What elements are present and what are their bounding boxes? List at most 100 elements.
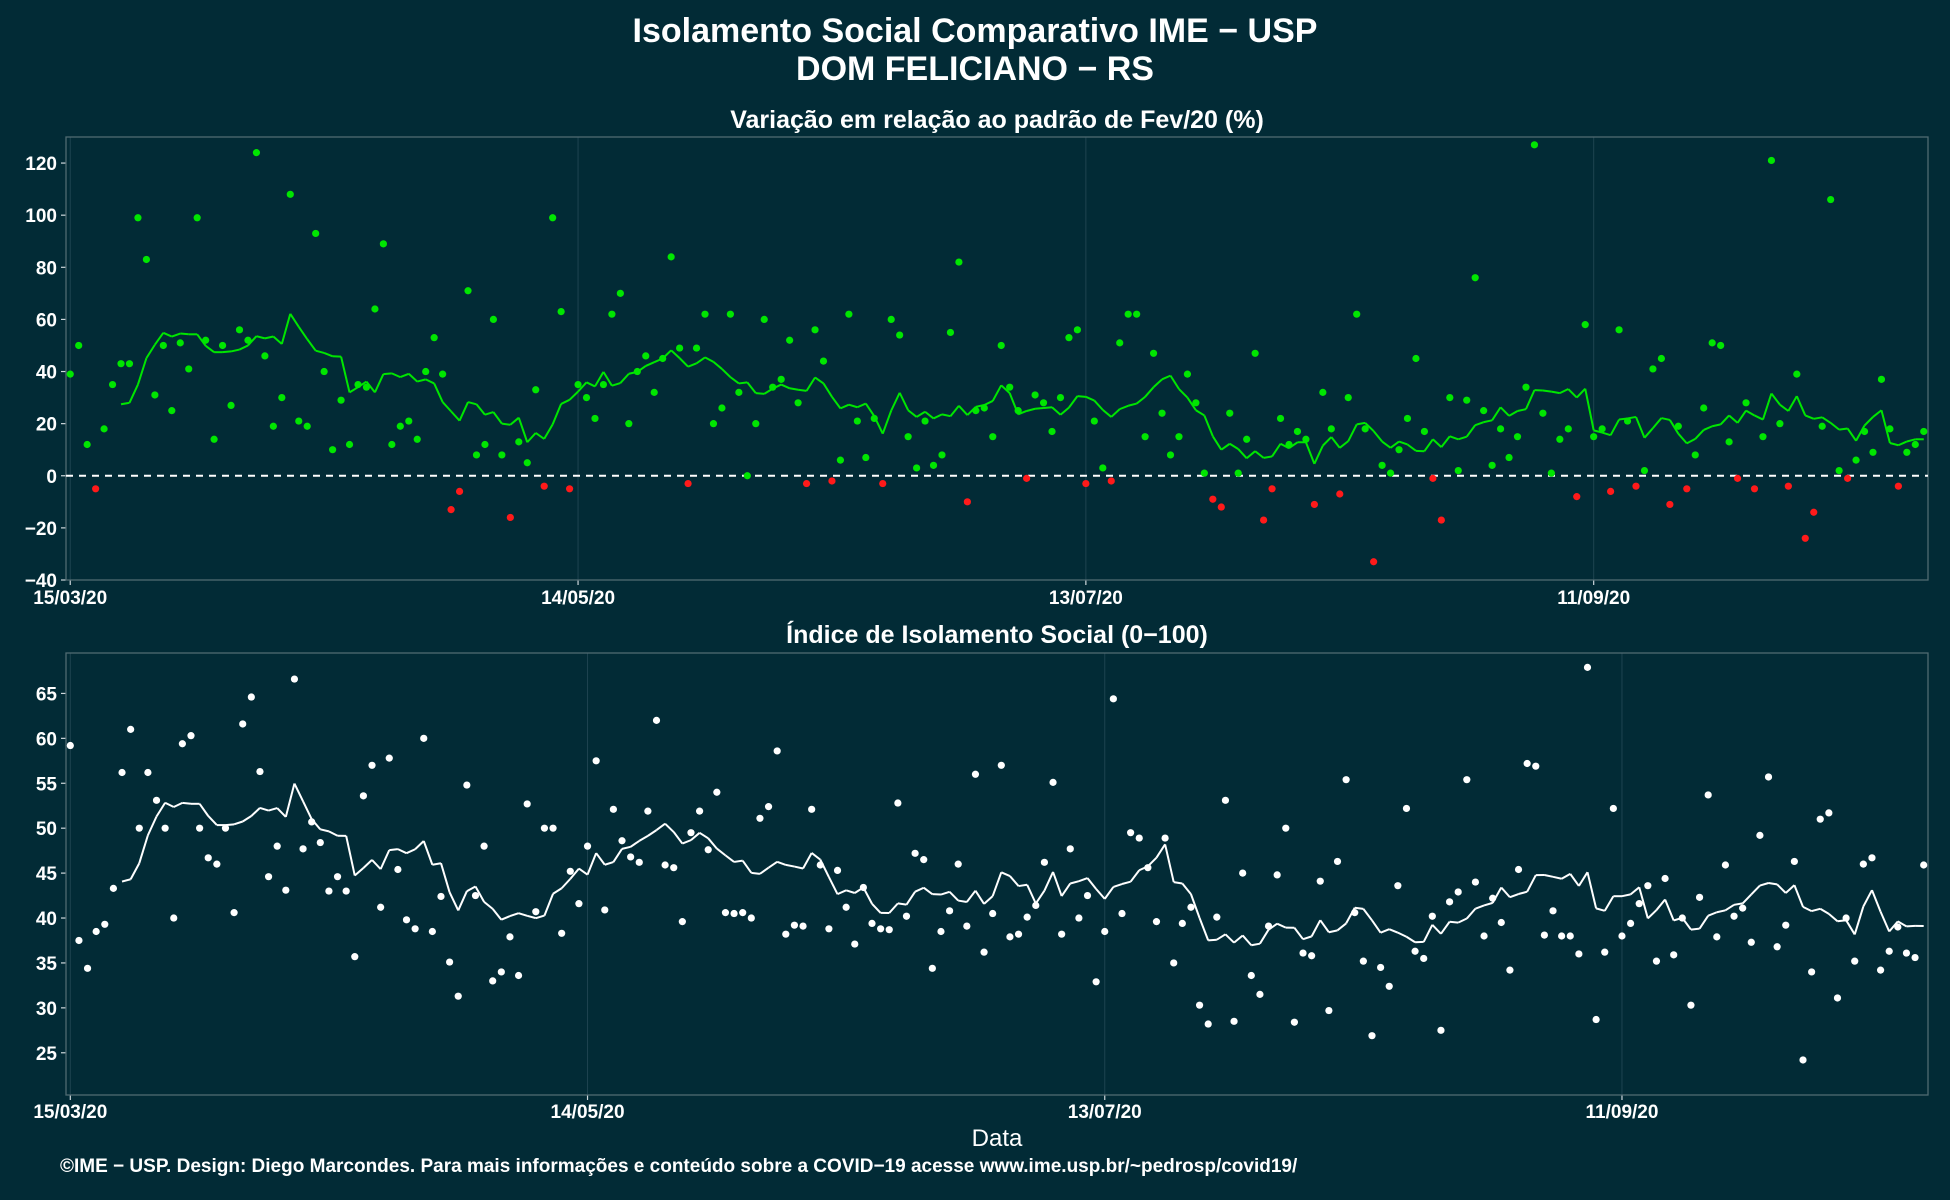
moving-average-segment xyxy=(1508,410,1519,417)
moving-average-segment xyxy=(1078,877,1088,883)
data-point xyxy=(101,920,109,928)
moving-average-segment xyxy=(1629,886,1640,896)
moving-average-segment xyxy=(897,902,907,906)
moving-average-segment xyxy=(707,837,718,850)
data-point xyxy=(540,824,549,832)
moving-average-segment xyxy=(365,380,376,393)
data-point xyxy=(325,887,333,895)
moving-average-segment xyxy=(802,852,813,869)
moving-average-segment xyxy=(492,411,503,425)
data-point xyxy=(1256,990,1264,998)
moving-average-segment xyxy=(1819,907,1830,915)
moving-average-segment xyxy=(1009,875,1020,887)
y-tick-label: 50 xyxy=(36,819,57,840)
moving-average-segment xyxy=(560,398,571,405)
moving-average-segment xyxy=(293,783,304,802)
data-point xyxy=(836,456,845,464)
moving-average-segment xyxy=(1561,873,1571,880)
moving-average-segment xyxy=(1491,406,1502,421)
data-point xyxy=(1505,453,1513,462)
moving-average-segment xyxy=(1578,871,1589,887)
moving-average-segment xyxy=(905,891,916,906)
data-point xyxy=(1911,440,1919,449)
data-point xyxy=(1217,503,1225,511)
y-tick-label: 120 xyxy=(25,154,57,175)
data-point xyxy=(481,440,489,449)
data-point xyxy=(405,417,413,425)
data-point xyxy=(802,479,811,488)
moving-average-segment xyxy=(518,912,528,917)
moving-average-segment xyxy=(1339,440,1349,449)
panel-frame xyxy=(65,136,1929,581)
moving-average-segment xyxy=(1457,435,1468,441)
data-point xyxy=(471,891,480,900)
moving-average-segment xyxy=(1330,436,1341,449)
moving-average-segment xyxy=(164,801,175,808)
moving-average-segment xyxy=(1211,435,1223,451)
data-point xyxy=(1056,393,1065,402)
moving-average-segment xyxy=(797,388,807,392)
x-tick-label: 14/05/20 xyxy=(541,588,615,609)
moving-average-segment xyxy=(1586,871,1598,909)
data-point xyxy=(1463,396,1471,404)
data-point xyxy=(684,479,692,488)
data-point xyxy=(853,417,861,425)
moving-average-segment xyxy=(699,831,709,840)
data-point xyxy=(1649,365,1657,373)
moving-average-segment xyxy=(1440,921,1451,935)
moving-average-segment xyxy=(448,891,460,911)
data-point xyxy=(1902,949,1911,957)
data-point xyxy=(1243,435,1251,443)
moving-average-segment xyxy=(391,372,401,379)
data-point xyxy=(599,380,608,389)
panel-frame xyxy=(65,652,1929,1096)
data-point xyxy=(1623,417,1632,425)
moving-average-segment xyxy=(881,410,893,435)
data-point xyxy=(1615,326,1623,334)
data-point xyxy=(1247,971,1255,980)
data-point xyxy=(239,720,247,728)
data-point xyxy=(1049,778,1057,786)
data-point xyxy=(437,892,445,901)
data-point xyxy=(1178,919,1186,928)
moving-average-segment xyxy=(162,331,173,338)
moving-average-segment xyxy=(1216,933,1226,941)
data-point xyxy=(371,305,379,313)
y-tick-label: 0 xyxy=(46,467,57,488)
data-point xyxy=(670,864,678,872)
moving-average-segment xyxy=(129,862,141,880)
data-point xyxy=(1226,409,1234,417)
data-point xyxy=(1276,414,1285,423)
moving-average-segment xyxy=(898,392,910,411)
moving-average-segment xyxy=(1220,442,1231,451)
moving-average-segment xyxy=(1354,906,1364,910)
data-point xyxy=(1640,466,1649,475)
data-point xyxy=(1187,903,1195,911)
moving-average-segment xyxy=(602,371,613,387)
data-point xyxy=(1428,912,1436,920)
moving-average-segment xyxy=(1263,455,1273,459)
data-point xyxy=(446,958,454,966)
moving-average-segment xyxy=(136,357,148,385)
data-point xyxy=(1412,354,1420,363)
data-point xyxy=(1092,978,1100,986)
data-point xyxy=(756,814,764,822)
moving-average-segment xyxy=(432,862,442,866)
moving-average-segment xyxy=(974,890,985,905)
moving-average-segment xyxy=(242,815,252,823)
data-point xyxy=(676,344,684,352)
moving-average-segment xyxy=(509,416,520,426)
data-point xyxy=(117,360,125,368)
data-point xyxy=(1370,558,1378,566)
moving-average-segment xyxy=(1518,890,1528,895)
data-point xyxy=(118,768,126,777)
moving-average-segment xyxy=(733,859,743,863)
moving-average-segment xyxy=(1043,406,1053,410)
moving-average-segment xyxy=(1164,844,1175,883)
moving-average-segment xyxy=(371,859,382,870)
data-point xyxy=(151,391,159,399)
data-point xyxy=(764,803,773,811)
moving-average-segment xyxy=(1855,425,1866,442)
moving-average-segment xyxy=(1422,924,1434,943)
moving-average-segment xyxy=(1322,436,1333,447)
